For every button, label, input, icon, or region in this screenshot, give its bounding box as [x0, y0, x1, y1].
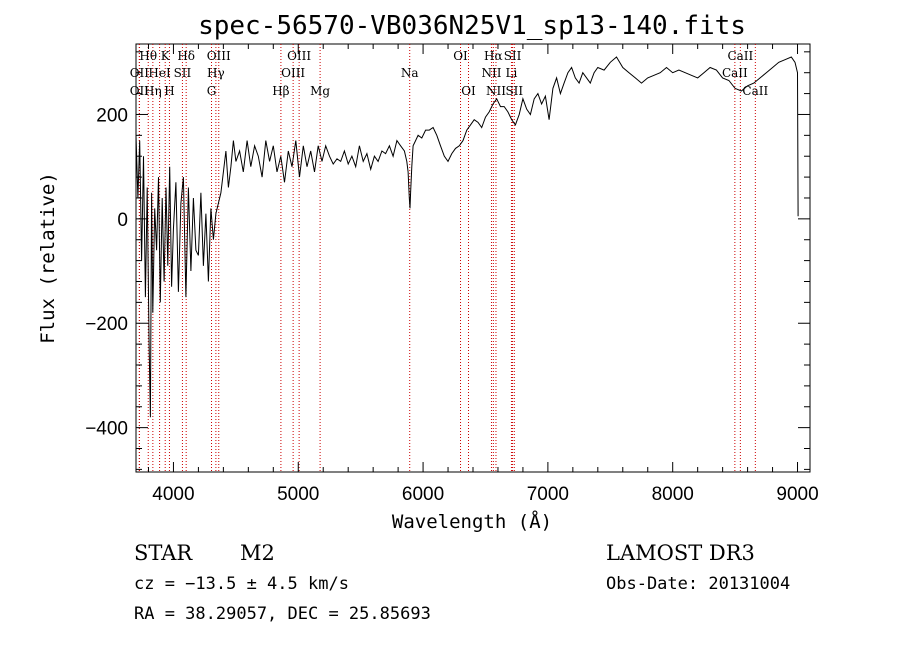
line-label: CaII [722, 66, 748, 80]
x-tick-label: 5000 [277, 484, 319, 505]
line-label: CaII [742, 84, 768, 98]
line-label: OIII [281, 66, 305, 80]
observation-date: Obs-Date: 20131004 [606, 574, 790, 594]
axis-ticks: 4000 5000 6000 7000 8000 9000 −400 −200 0 200 [85, 44, 819, 505]
y-tick-label: 0 [117, 210, 128, 231]
y-tick-label: −400 [85, 419, 128, 440]
line-label: Li [506, 66, 518, 80]
line-label: SII [505, 84, 523, 98]
coordinates: RA = 38.29057, DEC = 25.85693 [134, 604, 431, 624]
line-label: HeI [148, 66, 171, 80]
line-label: Hη [144, 84, 162, 98]
object-subclass: M2 [240, 541, 275, 565]
line-label: Hθ [139, 49, 157, 63]
line-label: SII [174, 66, 192, 80]
object-class: STAR [134, 541, 193, 565]
chart-title: spec-56570-VB036N25V1_sp13-140.fits [198, 11, 746, 41]
y-tick-label: −200 [85, 314, 128, 335]
spectrum-layer [135, 56, 799, 418]
line-label: Mg [310, 84, 330, 98]
series-line-flux [135, 56, 799, 418]
line-label: OIII [207, 49, 231, 63]
x-tick-label: 7000 [527, 484, 569, 505]
line-label: CaII [727, 49, 753, 63]
spectral-line-markers [138, 44, 756, 472]
line-label: Na [401, 66, 419, 80]
y-tick-label: 200 [96, 105, 128, 126]
line-label: OII [130, 66, 150, 80]
plot-frame [135, 43, 811, 473]
y-axis-label: Flux (relative) [37, 172, 59, 344]
redshift-velocity: cz = −13.5 ± 4.5 km/s [134, 574, 349, 594]
line-label: NII [486, 84, 506, 98]
x-tick-label: 4000 [152, 484, 194, 505]
survey-name: LAMOST DR3 [606, 541, 755, 565]
line-label: K [161, 49, 171, 63]
line-label: H [164, 84, 174, 98]
x-tick-label: 6000 [402, 484, 444, 505]
x-tick-label: 8000 [652, 484, 694, 505]
line-label: OIII [287, 49, 311, 63]
line-label: OI [453, 49, 468, 63]
line-label: G [207, 84, 217, 98]
line-label: NII [481, 66, 501, 80]
x-tick-label: 9000 [776, 484, 818, 505]
line-label: OII [130, 84, 150, 98]
line-label: SII [504, 49, 522, 63]
line-label: Hβ [272, 84, 289, 98]
line-label: Hδ [177, 49, 195, 63]
line-label: Hγ [207, 66, 225, 80]
line-label: Hα [484, 49, 503, 63]
line-label: OI [461, 84, 476, 98]
x-axis-label: Wavelength (Å) [392, 510, 552, 533]
